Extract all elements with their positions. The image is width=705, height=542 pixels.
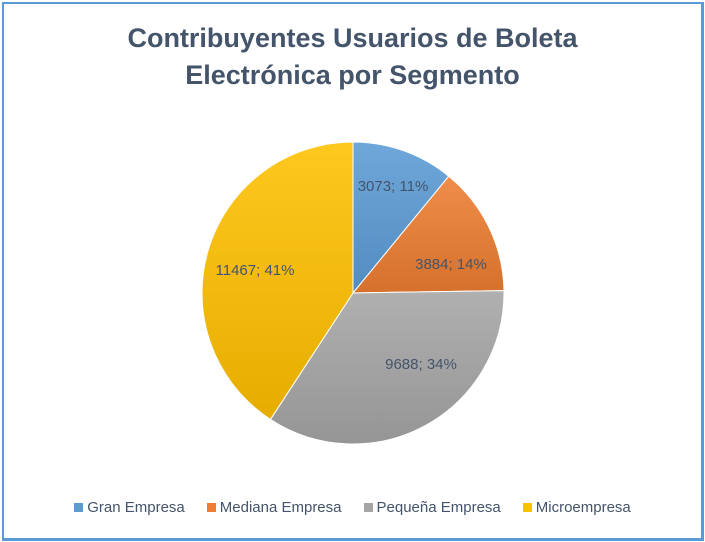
- pie-slice-microempresa: [201, 141, 354, 421]
- legend-swatch: [363, 503, 373, 512]
- pie-slice-mediana-empresa: [351, 175, 505, 294]
- pie-slice-pequena-empresa: [269, 290, 505, 445]
- legend-item: Microempresa: [522, 499, 631, 516]
- chart-title: Contribuyentes Usuarios de Boleta Electr…: [0, 20, 705, 94]
- legend-label: Gran Empresa: [87, 499, 185, 516]
- legend-label: Microempresa: [535, 499, 631, 516]
- legend-swatch: [206, 503, 216, 512]
- data-label: 11467; 41%: [216, 262, 295, 279]
- legend-label: Mediana Empresa: [219, 499, 342, 516]
- data-label: 3884; 14%: [415, 256, 487, 273]
- chart-title-line1: Contribuyentes Usuarios de Boleta: [127, 23, 578, 53]
- legend: Gran Empresa Mediana Empresa Pequeña Empre…: [0, 499, 705, 516]
- legend-swatch: [74, 503, 84, 512]
- legend-swatch: [522, 503, 532, 512]
- legend-item: Pequeña Empresa: [363, 499, 501, 516]
- data-label: 9688; 34%: [385, 356, 457, 373]
- chart-title-line2: Electrónica por Segmento: [185, 60, 520, 90]
- legend-item: Gran Empresa: [74, 499, 185, 516]
- legend-label: Pequeña Empresa: [376, 499, 501, 516]
- legend-item: Mediana Empresa: [206, 499, 342, 516]
- data-label: 3073; 11%: [358, 178, 429, 195]
- pie-slice-gran-empresa: [352, 141, 450, 295]
